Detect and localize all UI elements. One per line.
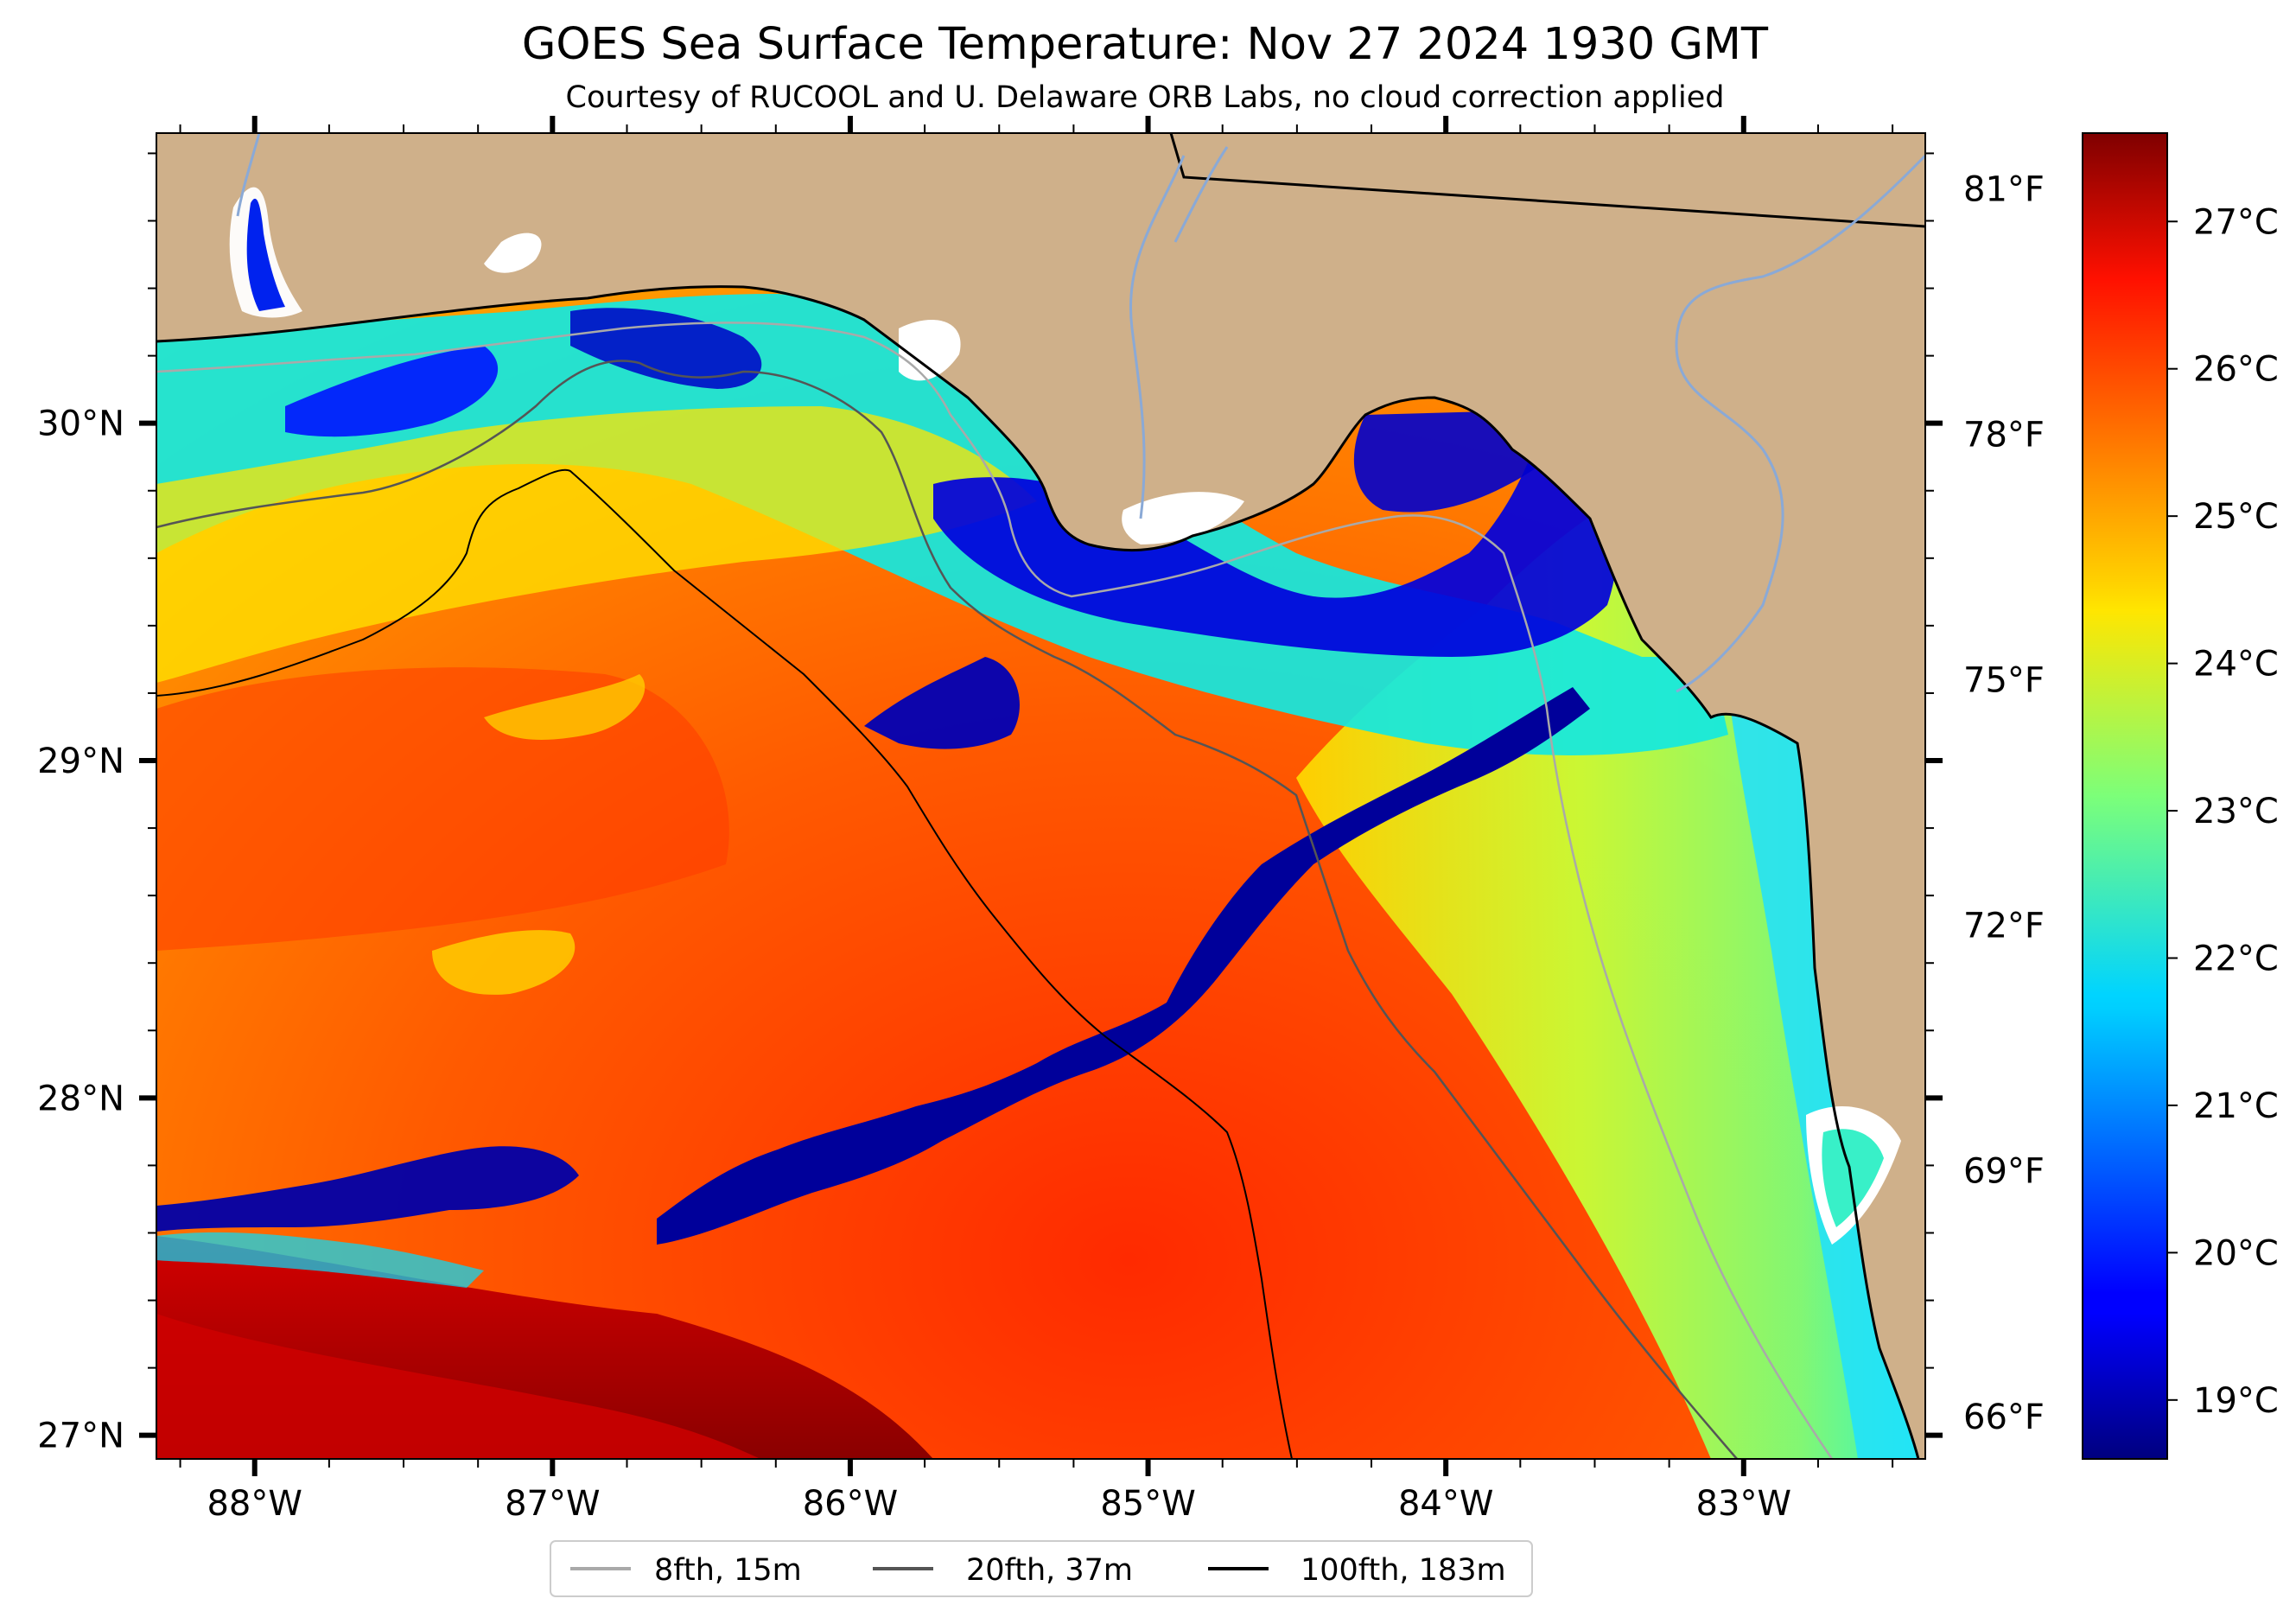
colorbar-ticks: 27°C 26°C 25°C 24°C 23°C 22°C 21°C 20°C 19°C <box>2167 202 2279 1421</box>
legend-label-20fth: 20fth, 37m <box>966 1553 1133 1588</box>
legend-label-100fth: 100fth, 183m <box>1301 1553 1506 1588</box>
land-pensacola-bay-water <box>246 198 285 311</box>
sst-warm-patch <box>156 1314 760 1459</box>
state-border <box>1169 133 1925 228</box>
sst-patch-west <box>432 930 576 995</box>
lon-tick-label: 84°W <box>1398 1484 1493 1524</box>
sst-filament-south <box>156 1146 579 1232</box>
sst-filament-central <box>864 657 1020 749</box>
sst-warm-band-west <box>156 667 729 951</box>
lon-tick-label: 88°W <box>207 1484 302 1524</box>
lon-tick-label: 85°W <box>1100 1484 1195 1524</box>
sst-filament-south-2 <box>156 1232 484 1288</box>
colorbar-tick-label: 20°C <box>2193 1233 2279 1273</box>
sst-patch-west-2 <box>484 674 646 740</box>
rivers <box>236 133 1925 693</box>
legend-label-8fth: 8fth, 15m <box>654 1553 802 1588</box>
isobath-100fth <box>156 468 1293 1459</box>
colorbar-tick-label: 24°C <box>2193 645 2279 685</box>
isobath-8fth <box>156 322 1834 1459</box>
colorbar-tick-label: 22°C <box>2193 939 2279 978</box>
fahrenheit-tick-label: 75°F <box>1963 661 2045 701</box>
isobath-legend: 8fth, 15m 20fth, 37m 100fth, 183m <box>550 1540 1533 1597</box>
isobath-20fth <box>156 360 1738 1459</box>
map-frame <box>156 132 1926 1460</box>
sst-filament-main <box>657 687 1590 1245</box>
sst-nw-cold-2 <box>285 346 499 437</box>
colorbar-tick-label: 19°C <box>2193 1381 2279 1421</box>
map-subtitle: Courtesy of RUCOOL and U. Delaware ORB L… <box>566 80 1725 115</box>
sst-north-yellow <box>156 406 1037 683</box>
sst-bay-cold <box>933 432 1619 657</box>
map-title: GOES Sea Surface Temperature: Nov 27 202… <box>522 19 1769 70</box>
fahrenheit-tick-label: 78°F <box>1963 415 2045 455</box>
colorbar-gradient <box>2082 132 2168 1460</box>
lon-tick-label: 86°W <box>803 1484 898 1524</box>
colorbar-tick-label: 21°C <box>2193 1086 2279 1126</box>
colorbar-tick-label: 23°C <box>2193 792 2279 831</box>
lon-tick-label: 87°W <box>505 1484 600 1524</box>
land-tampa-bay-water <box>1822 1129 1884 1227</box>
land-st-andrew-bay <box>899 320 961 381</box>
map-panel <box>156 133 1925 1459</box>
lat-tick-label: 28°N <box>37 1079 124 1118</box>
fahrenheit-tick-label: 69°F <box>1963 1152 2045 1192</box>
colorbar: 27°C 26°C 25°C 24°C 23°C 22°C 21°C 20°C 19°C <box>2082 132 2279 1460</box>
lat-tick-label: 29°N <box>37 742 124 781</box>
legend-box <box>550 1540 1533 1597</box>
coastline <box>156 285 1920 1459</box>
lon-tick-label: 83°W <box>1696 1484 1791 1524</box>
fahrenheit-tick-label: 72°F <box>1963 907 2045 946</box>
colorbar-tick-label: 25°C <box>2193 497 2279 537</box>
colorbar-tick-label: 26°C <box>2193 350 2279 390</box>
lat-tick-label: 30°N <box>37 404 124 444</box>
land-apalachicola-bay <box>1122 492 1244 545</box>
sst-bigbend-cold <box>1353 411 1538 513</box>
land-choctaw-bay <box>484 232 542 273</box>
map-axes: 88°W 87°W 86°W 85°W 84°W 83°W 30°N 29°N 28°N 27°N… <box>37 116 2045 1524</box>
colorbar-tick-label: 27°C <box>2193 202 2279 242</box>
fahrenheit-tick-label: 81°F <box>1963 169 2045 209</box>
lat-tick-label: 27°N <box>37 1417 124 1456</box>
fahrenheit-tick-label: 66°F <box>1963 1398 2045 1437</box>
land-mass <box>156 133 1925 1459</box>
